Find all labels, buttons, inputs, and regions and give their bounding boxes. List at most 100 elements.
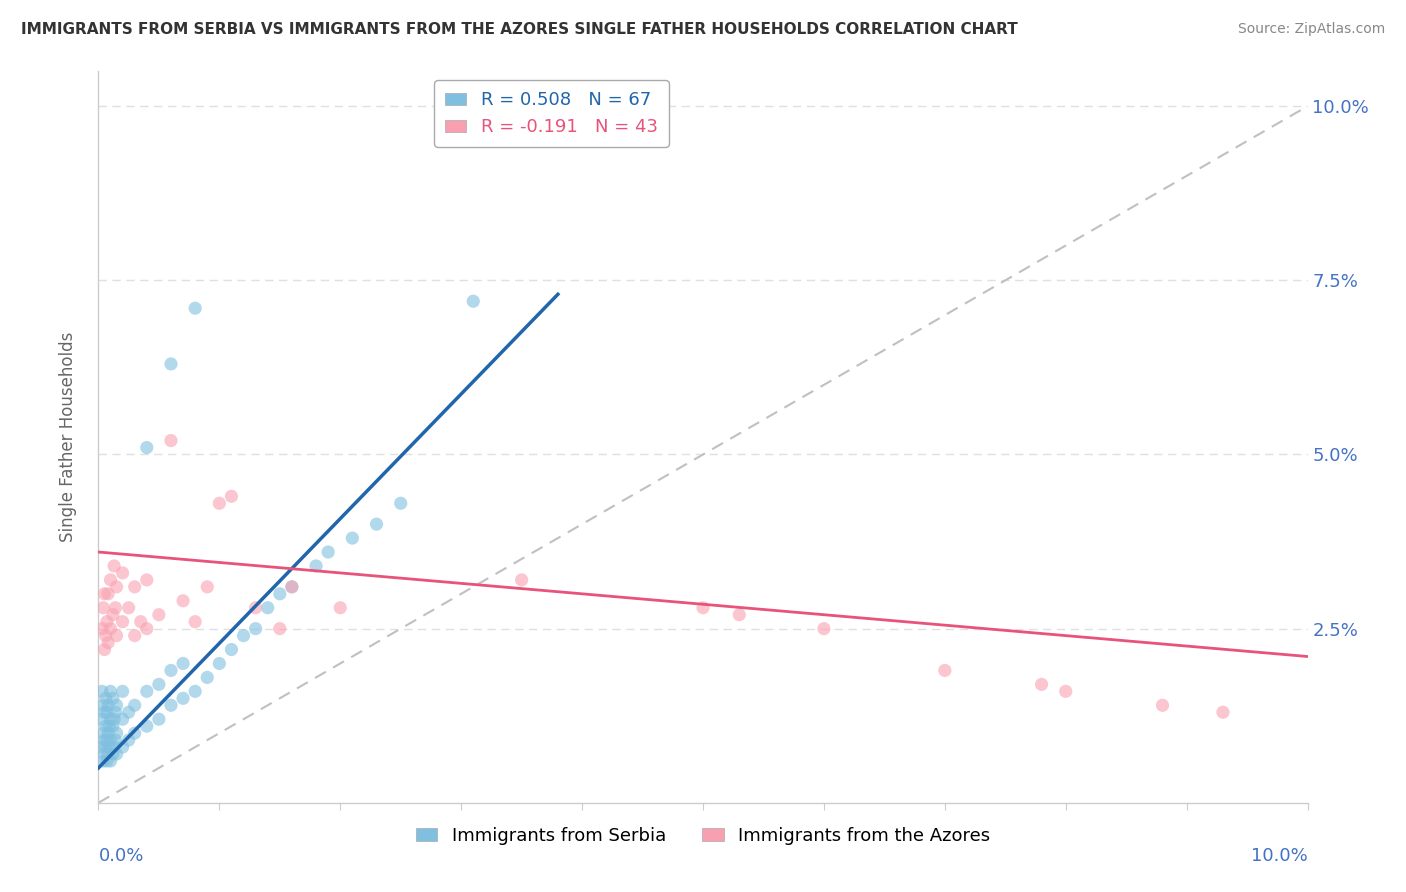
- Point: [97, 587, 120, 601]
- Point: [94, 629, 117, 643]
- Point: [97, 698, 120, 713]
- Text: IMMIGRANTS FROM SERBIA VS IMMIGRANTS FROM THE AZORES SINGLE FATHER HOUSEHOLDS CO: IMMIGRANTS FROM SERBIA VS IMMIGRANTS FRO…: [21, 22, 1018, 37]
- Point: [97, 635, 120, 649]
- Point: [96, 754, 118, 768]
- Point: [256, 600, 278, 615]
- Point: [281, 580, 304, 594]
- Point: [93, 733, 115, 747]
- Point: [96, 705, 118, 719]
- Point: [101, 691, 124, 706]
- Point: [111, 740, 134, 755]
- Point: [463, 294, 485, 309]
- Point: [97, 726, 120, 740]
- Point: [93, 587, 115, 601]
- Point: [91, 754, 114, 768]
- Point: [105, 726, 128, 740]
- Point: [129, 615, 152, 629]
- Point: [269, 587, 291, 601]
- Point: [934, 664, 956, 678]
- Point: [1152, 698, 1174, 713]
- Point: [91, 726, 114, 740]
- Point: [184, 615, 207, 629]
- Text: 0.0%: 0.0%: [98, 847, 143, 864]
- Point: [135, 622, 157, 636]
- Point: [232, 629, 254, 643]
- Point: [105, 629, 128, 643]
- Point: [221, 489, 243, 503]
- Point: [329, 600, 352, 615]
- Point: [245, 600, 267, 615]
- Point: [135, 684, 157, 698]
- Point: [1031, 677, 1053, 691]
- Point: [98, 719, 121, 733]
- Y-axis label: Single Father Households: Single Father Households: [59, 332, 77, 542]
- Point: [184, 684, 207, 698]
- Point: [148, 677, 170, 691]
- Point: [160, 434, 183, 448]
- Point: [172, 594, 194, 608]
- Point: [135, 719, 157, 733]
- Point: [100, 684, 122, 698]
- Point: [100, 712, 122, 726]
- Point: [135, 573, 157, 587]
- Point: [111, 566, 134, 580]
- Point: [160, 698, 183, 713]
- Point: [93, 747, 115, 761]
- Point: [118, 733, 141, 747]
- Point: [111, 684, 134, 698]
- Point: [1054, 684, 1077, 698]
- Point: [305, 558, 328, 573]
- Point: [195, 670, 218, 684]
- Point: [98, 740, 121, 755]
- Point: [105, 580, 128, 594]
- Point: [104, 600, 127, 615]
- Point: [160, 664, 183, 678]
- Point: [101, 747, 124, 761]
- Point: [104, 705, 127, 719]
- Point: [692, 600, 714, 615]
- Point: [91, 622, 114, 636]
- Point: [101, 719, 124, 733]
- Point: [124, 629, 146, 643]
- Legend: Immigrants from Serbia, Immigrants from the Azores: Immigrants from Serbia, Immigrants from …: [408, 820, 998, 852]
- Point: [366, 517, 388, 532]
- Point: [1212, 705, 1234, 719]
- Point: [124, 698, 146, 713]
- Point: [118, 600, 141, 615]
- Point: [94, 691, 117, 706]
- Point: [269, 622, 291, 636]
- Point: [728, 607, 751, 622]
- Point: [94, 719, 117, 733]
- Point: [94, 740, 117, 755]
- Point: [90, 740, 112, 755]
- Point: [93, 705, 115, 719]
- Point: [91, 698, 114, 713]
- Point: [118, 705, 141, 719]
- Point: [510, 573, 533, 587]
- Point: [172, 657, 194, 671]
- Point: [208, 657, 231, 671]
- Point: [208, 496, 231, 510]
- Point: [101, 607, 124, 622]
- Point: [91, 600, 114, 615]
- Point: [103, 740, 125, 755]
- Point: [91, 712, 114, 726]
- Point: [148, 712, 170, 726]
- Point: [124, 580, 146, 594]
- Point: [100, 754, 122, 768]
- Point: [148, 607, 170, 622]
- Point: [93, 642, 115, 657]
- Text: 10.0%: 10.0%: [1251, 847, 1308, 864]
- Point: [389, 496, 412, 510]
- Point: [105, 698, 128, 713]
- Point: [103, 558, 125, 573]
- Point: [96, 615, 118, 629]
- Point: [91, 684, 114, 698]
- Point: [100, 733, 122, 747]
- Point: [195, 580, 218, 594]
- Point: [813, 622, 835, 636]
- Point: [111, 712, 134, 726]
- Point: [103, 712, 125, 726]
- Point: [281, 580, 304, 594]
- Point: [184, 301, 207, 316]
